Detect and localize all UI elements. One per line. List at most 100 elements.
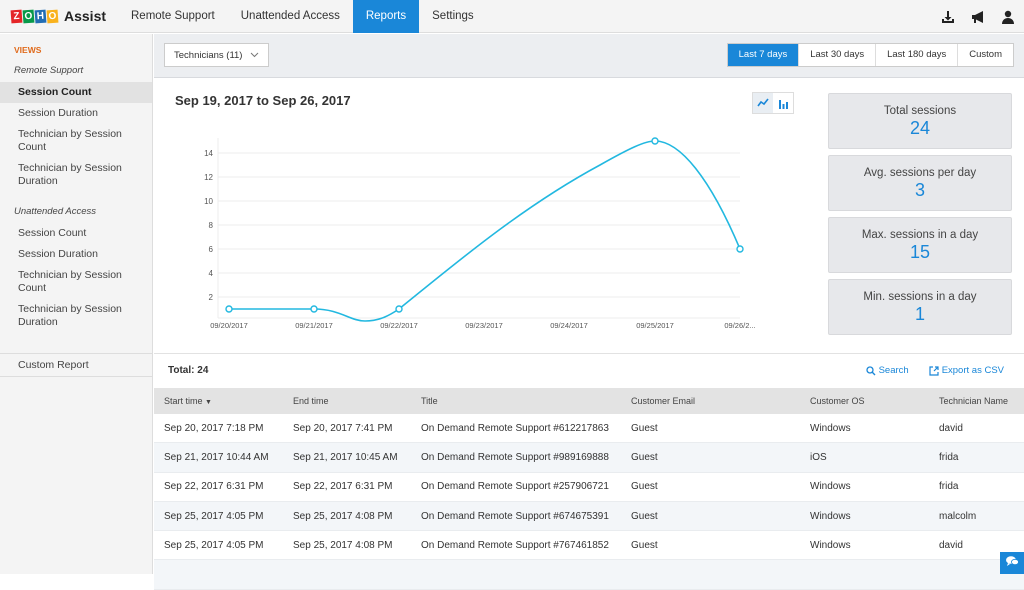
svg-text:14: 14	[204, 149, 213, 158]
total-count: Total: 24	[168, 365, 209, 376]
table-row[interactable]: Sep 21, 2017 10:44 AM Sep 21, 2017 10:45…	[154, 443, 1024, 473]
table-row[interactable]: Sep 20, 2017 7:18 PM Sep 20, 2017 7:41 P…	[154, 414, 1024, 444]
range-custom[interactable]: Custom	[957, 44, 1013, 66]
header-start-time[interactable]: Start time ▼	[164, 396, 212, 406]
table-row[interactable]: Sep 22, 2017 6:31 PM Sep 22, 2017 6:31 P…	[154, 473, 1024, 502]
range-last-30-days[interactable]: Last 30 days	[798, 44, 875, 66]
svg-text:2: 2	[209, 293, 214, 302]
header-end-time[interactable]: End time	[293, 396, 329, 406]
table-row[interactable]: Sep 25, 2017 4:05 PM Sep 25, 2017 4:08 P…	[154, 531, 1024, 561]
stat-value: 1	[914, 304, 925, 324]
export-csv-button[interactable]: Export as CSV	[929, 365, 1004, 376]
sidebar-item-ua-tech-session-duration[interactable]: Technician by Session Duration	[18, 303, 122, 328]
user-icon[interactable]	[1000, 9, 1016, 25]
technicians-dropdown[interactable]: Technicians (11)	[164, 43, 270, 67]
stat-max-sessions: Max. sessions in a day 15	[828, 217, 1012, 273]
chat-button[interactable]	[1000, 552, 1024, 574]
search-button[interactable]: Search	[865, 365, 909, 376]
svg-text:12: 12	[204, 173, 213, 182]
logo-letter: O	[22, 9, 35, 23]
chart-type-toggle	[752, 92, 794, 114]
session-count-chart: 14 12 10 8 6 4 2 09/20/2017 09/21/2017 0…	[190, 128, 770, 338]
stat-avg-sessions: Avg. sessions per day 3	[828, 155, 1012, 211]
logo-letter: H	[34, 9, 47, 23]
zoho-assist-logo[interactable]: Z O H O Assist	[10, 8, 107, 24]
report-date-range: Sep 19, 2017 to Sep 26, 2017	[175, 93, 351, 108]
grid-lines	[217, 138, 740, 319]
sidebar: VIEWS Remote Support Session Count Sessi…	[0, 34, 153, 574]
header-title[interactable]: Title	[421, 396, 438, 406]
logo-letter: Z	[10, 9, 23, 23]
sessions-table: Start time ▼ End time Title Customer Ema…	[154, 388, 1024, 590]
group-unattended-access: Unattended Access	[14, 206, 97, 217]
technicians-label: Technicians (11)	[174, 49, 243, 61]
table-header: Start time ▼ End time Title Customer Ema…	[154, 388, 1024, 414]
svg-text:6: 6	[209, 245, 214, 254]
tab-settings[interactable]: Settings	[432, 10, 474, 22]
stat-label: Avg. sessions per day	[863, 167, 977, 179]
stat-label: Max. sessions in a day	[861, 229, 979, 241]
logo-letter: O	[46, 9, 59, 23]
search-icon	[865, 365, 876, 376]
header-customer-email[interactable]: Customer Email	[631, 396, 696, 406]
stat-value: 15	[909, 242, 931, 262]
stats-panel: Total sessions 24 Avg. sessions per day …	[828, 93, 1012, 341]
data-points	[225, 137, 744, 313]
stat-label: Total sessions	[883, 105, 957, 117]
svg-text:09/20/2017: 09/20/2017	[210, 321, 248, 330]
chat-icon	[1005, 554, 1019, 572]
sidebar-item-ua-session-count[interactable]: Session Count	[18, 227, 87, 239]
table-row[interactable]: Sep 25, 2017 4:05 PM Sep 25, 2017 4:08 P…	[154, 501, 1024, 532]
range-last-7-days[interactable]: Last 7 days	[727, 44, 799, 66]
y-axis-ticks: 14 12 10 8 6 4 2	[204, 149, 213, 302]
tab-remote-support[interactable]: Remote Support	[131, 10, 215, 22]
main-nav: Remote Support Unattended Access Reports…	[118, 0, 487, 33]
sidebar-item-rs-tech-session-duration[interactable]: Technician by Session Duration	[18, 162, 122, 187]
sidebar-item-ua-session-duration[interactable]: Session Duration	[18, 248, 98, 260]
bar-chart-icon[interactable]	[773, 93, 793, 113]
x-axis-ticks: 09/20/2017 09/21/2017 09/22/2017 09/23/2…	[210, 321, 755, 330]
line-chart-icon[interactable]	[753, 93, 773, 113]
stat-label: Min. sessions in a day	[863, 291, 977, 303]
session-line	[229, 140, 741, 322]
search-label: Search	[878, 365, 909, 376]
stat-total-sessions: Total sessions 24	[828, 93, 1012, 149]
chevron-down-icon	[250, 50, 259, 61]
svg-text:09/26/2...: 09/26/2...	[724, 321, 755, 330]
sidebar-item-custom-report[interactable]: Custom Report	[0, 354, 152, 377]
svg-text:8: 8	[209, 221, 214, 230]
section-divider	[154, 353, 1024, 354]
table-row	[154, 560, 1024, 590]
stat-value: 24	[909, 118, 931, 138]
date-range-selector: Last 7 days Last 30 days Last 180 days C…	[726, 43, 1014, 67]
svg-text:09/25/2017: 09/25/2017	[636, 321, 674, 330]
tab-unattended-access[interactable]: Unattended Access	[240, 10, 340, 22]
sidebar-item-rs-session-duration[interactable]: Session Duration	[18, 107, 98, 119]
group-remote-support: Remote Support	[14, 65, 84, 76]
brand-name: Assist	[64, 8, 107, 24]
megaphone-icon[interactable]	[970, 9, 986, 25]
views-heading: VIEWS	[14, 45, 42, 55]
svg-text:09/22/2017: 09/22/2017	[380, 321, 418, 330]
range-last-180-days[interactable]: Last 180 days	[875, 44, 957, 66]
svg-text:09/23/2017: 09/23/2017	[465, 321, 503, 330]
svg-text:09/21/2017: 09/21/2017	[295, 321, 333, 330]
sidebar-item-rs-session-count[interactable]: Session Count	[0, 82, 152, 103]
export-label: Export as CSV	[941, 365, 1004, 376]
header-customer-os[interactable]: Customer OS	[810, 396, 865, 406]
stat-value: 3	[914, 180, 925, 200]
stat-min-sessions: Min. sessions in a day 1	[828, 279, 1012, 335]
svg-text:09/24/2017: 09/24/2017	[550, 321, 588, 330]
sidebar-item-ua-tech-session-count[interactable]: Technician by Session Count	[18, 269, 122, 294]
svg-text:10: 10	[204, 197, 213, 206]
download-icon[interactable]	[940, 9, 956, 25]
sidebar-item-rs-tech-session-count[interactable]: Technician by Session Count	[18, 128, 122, 153]
sort-desc-icon: ▼	[205, 399, 212, 406]
header-technician-name[interactable]: Technician Name	[939, 396, 1009, 406]
tab-reports[interactable]: Reports	[352, 0, 420, 33]
export-icon	[929, 365, 939, 376]
svg-text:4: 4	[209, 269, 214, 278]
sidebar-divider	[0, 353, 152, 354]
top-bar: Z O H O Assist Remote Support Unattended…	[0, 0, 1024, 33]
filter-bar: Technicians (11) Last 7 days Last 30 day…	[154, 34, 1024, 78]
